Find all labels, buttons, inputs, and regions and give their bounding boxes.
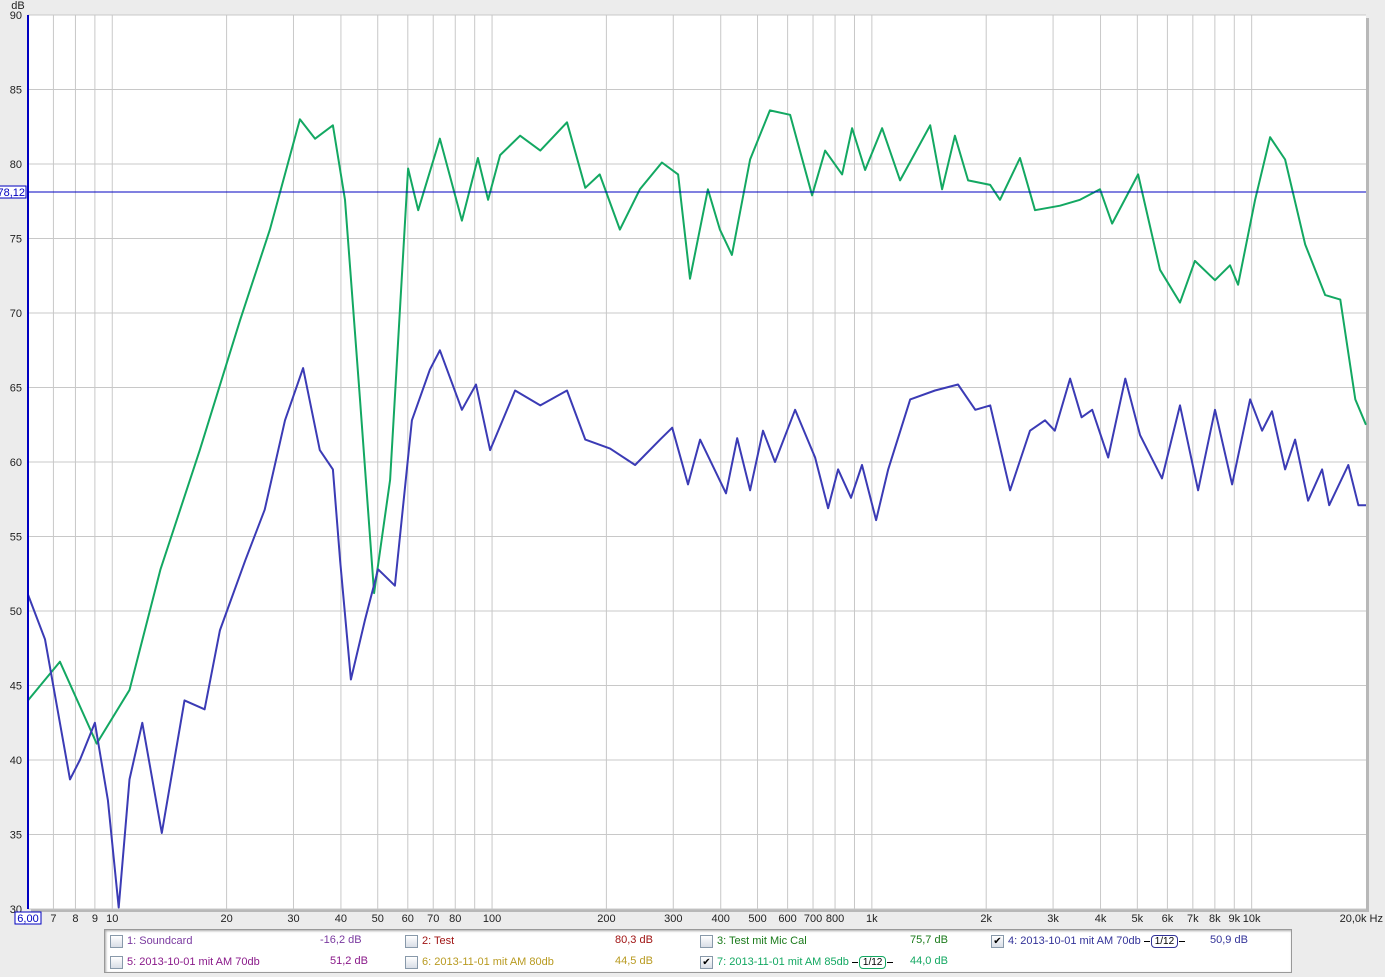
legend-label: 3: Test mit Mic Cal (717, 935, 807, 947)
cursor-y-readout: 78,12 (0, 187, 25, 199)
legend-value: 51,2 dB (330, 955, 368, 967)
x-tick-label: 30 (287, 913, 299, 925)
x-tick-label: 6k (1162, 913, 1174, 925)
x-tick-label: 7k (1187, 913, 1199, 925)
x-tick-label: 100 (483, 913, 501, 925)
x-tick-label: 8k (1209, 913, 1221, 925)
legend-item[interactable]: 3: Test mit Mic Cal (700, 932, 807, 950)
y-tick-label: 45 (10, 681, 22, 693)
legend-value: 44,0 dB (910, 955, 948, 967)
x-tick-label: 70 (427, 913, 439, 925)
legend-item[interactable]: 6: 2013-11-01 mit AM 80db (405, 953, 554, 971)
x-tick-label: 50 (372, 913, 384, 925)
legend-checkbox[interactable] (405, 934, 418, 948)
legend-item[interactable]: ✔ 4: 2013-10-01 mit AM 70db 1/12 (991, 932, 1186, 950)
y-tick-label: 35 (10, 830, 22, 842)
legend-checkbox[interactable] (405, 955, 418, 969)
x-tick-label: 10k (1243, 913, 1261, 925)
y-tick-label: 65 (10, 383, 22, 395)
series-line-1 (27, 109, 1367, 745)
y-tick-label: 80 (10, 159, 22, 171)
x-tick-label: 40 (335, 913, 347, 925)
x-tick-label: 500 (748, 913, 766, 925)
legend-label: 7: 2013-11-01 mit AM 85db (717, 956, 849, 968)
x-tick-label: 9 (92, 913, 98, 925)
x-tick-label: 700 (804, 913, 822, 925)
legend-value: 44,5 dB (615, 955, 653, 967)
y-tick-label: 60 (10, 457, 22, 469)
x-tick-label: 10 (106, 913, 118, 925)
y-tick-label: 40 (10, 755, 22, 767)
x-tick-label: 400 (712, 913, 730, 925)
x-tick-label: 9k (1228, 913, 1240, 925)
y-tick-label: 85 (10, 85, 22, 97)
x-tick-label: 300 (664, 913, 682, 925)
legend-item[interactable]: 2: Test (405, 932, 454, 950)
x-tick-label: 60 (402, 913, 414, 925)
x-tick-label: 5k (1132, 913, 1144, 925)
legend-panel: 1: Soundcard -16,2 dB 2: Test 80,3 dB 3: Tes… (104, 929, 1292, 973)
y-tick-label: 50 (10, 606, 22, 618)
legend-label: 6: 2013-11-01 mit AM 80db (422, 956, 554, 968)
legend-label: 2: Test (422, 935, 455, 947)
legend-checkbox[interactable] (110, 934, 123, 948)
cursor-x-readout: 6,00 (17, 913, 38, 925)
x-tick-label: 4k (1095, 913, 1107, 925)
x-tick-label: 20 (220, 913, 232, 925)
x-tick-label: 8 (72, 913, 78, 925)
y-tick-label: 75 (10, 234, 22, 246)
legend-checkbox[interactable]: ✔ (991, 934, 1004, 948)
legend-checkbox[interactable] (700, 934, 713, 948)
x-tick-label: 7 (50, 913, 56, 925)
x-tick-label: 200 (597, 913, 615, 925)
y-tick-label: 70 (10, 308, 22, 320)
y-axis-label: dB (11, 0, 24, 12)
x-tick-label: 800 (826, 913, 844, 925)
series-line-2 (27, 349, 1366, 909)
legend-item[interactable]: 1: Soundcard (110, 932, 192, 950)
x-tick-label: 600 (778, 913, 796, 925)
y-tick-label: 55 (10, 532, 22, 544)
legend-value: 80,3 dB (615, 934, 653, 946)
cursor-y-readout-box (0, 185, 27, 199)
x-tick-label: 1k (866, 913, 878, 925)
legend-value: 75,7 dB (910, 934, 948, 946)
legend-checkbox[interactable]: ✔ (700, 955, 713, 969)
legend-label: 5: 2013-10-01 mit AM 70db (127, 956, 260, 968)
x-tick-label: 80 (449, 913, 461, 925)
x-tick-label: 2k (980, 913, 992, 925)
legend-value: -16,2 dB (320, 934, 362, 946)
smoothing-badge[interactable]: 1/12 (1143, 934, 1186, 948)
y-tick-label: 90 (10, 10, 22, 22)
cursor-x-readout-box (14, 911, 42, 925)
legend-label: 1: Soundcard (127, 935, 193, 947)
legend-value: 50,9 dB (1210, 934, 1248, 946)
smoothing-badge[interactable]: 1/12 (851, 955, 894, 969)
x-tick-label: 3k (1047, 913, 1059, 925)
legend-item[interactable]: ✔ 7: 2013-11-01 mit AM 85db 1/12 (700, 953, 894, 971)
legend-label: 4: 2013-10-01 mit AM 70db (1008, 935, 1141, 947)
legend-item[interactable]: 5: 2013-10-01 mit AM 70db (110, 953, 260, 971)
x-tick-label: 20,0k Hz (1340, 913, 1383, 925)
legend-checkbox[interactable] (110, 955, 123, 969)
